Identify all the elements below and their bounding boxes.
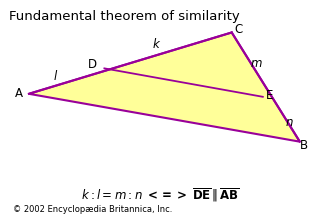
Polygon shape bbox=[29, 33, 300, 142]
Text: B: B bbox=[300, 139, 308, 152]
Text: E: E bbox=[266, 89, 273, 102]
Text: © 2002 Encyclopædia Britannica, Inc.: © 2002 Encyclopædia Britannica, Inc. bbox=[13, 205, 172, 214]
Text: C: C bbox=[234, 23, 242, 36]
Text: Fundamental theorem of similarity: Fundamental theorem of similarity bbox=[9, 10, 240, 23]
Text: m: m bbox=[250, 57, 262, 70]
Text: $\mathbf{\mathit{k : l = m : n}}$ $\mathbf{<=>}$ $\mathbf{\overline{DE}}\,\|\,\m: $\mathbf{\mathit{k : l = m : n}}$ $\math… bbox=[81, 187, 240, 204]
Text: l: l bbox=[53, 70, 56, 83]
Text: n: n bbox=[286, 116, 293, 130]
Text: D: D bbox=[88, 58, 97, 71]
Text: k: k bbox=[153, 38, 160, 51]
Text: A: A bbox=[14, 87, 22, 100]
